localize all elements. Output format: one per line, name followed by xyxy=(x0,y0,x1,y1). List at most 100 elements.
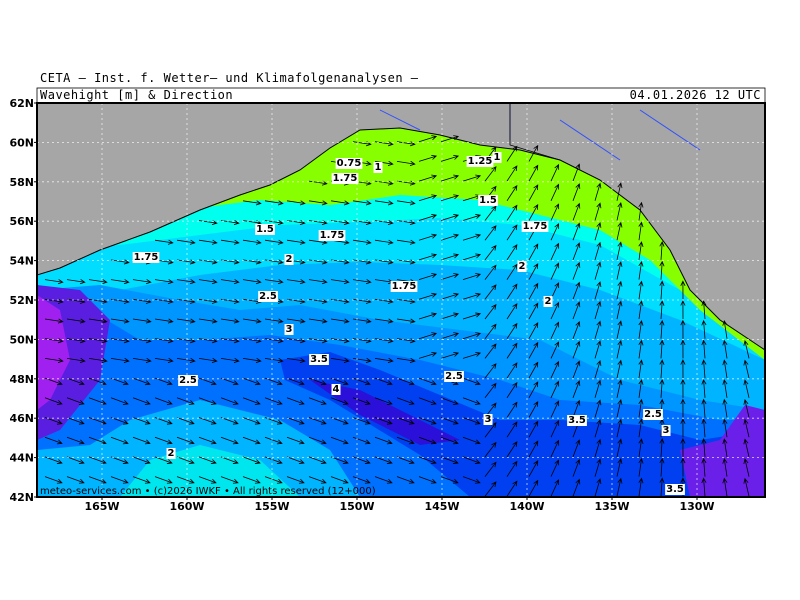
lon-label: 160W xyxy=(169,500,204,513)
arrow xyxy=(308,476,327,484)
contour-label-bg xyxy=(543,296,553,307)
arrow xyxy=(506,441,518,458)
arrow xyxy=(220,318,240,324)
arrow xyxy=(462,292,482,300)
land xyxy=(37,103,765,351)
arrow xyxy=(659,280,665,300)
arrow xyxy=(659,241,665,260)
arrow xyxy=(418,135,438,143)
arrow xyxy=(572,183,581,201)
arrow xyxy=(440,214,460,221)
lat-label: 58N xyxy=(9,176,34,189)
arrow xyxy=(616,379,623,398)
contour-label-bg xyxy=(178,375,198,386)
arrow xyxy=(220,357,240,363)
arrow xyxy=(154,279,174,285)
arrow xyxy=(594,340,602,359)
arrow xyxy=(528,400,539,418)
arrow xyxy=(242,239,262,245)
arrow xyxy=(198,239,218,245)
contour-label: 3 xyxy=(286,324,293,335)
arrow xyxy=(396,417,415,425)
contour-label: 2.5 xyxy=(445,371,463,382)
arrow xyxy=(286,377,305,386)
contour-labels: 0.75 11.25 11.751.51.51.751.751.75 221.752.… xyxy=(132,152,685,495)
arrow xyxy=(462,456,481,464)
arrow xyxy=(550,400,560,418)
contour-label: 2 xyxy=(545,296,552,307)
contour-label: 3 xyxy=(485,414,492,425)
contour-label-bg xyxy=(284,254,294,265)
arrow xyxy=(528,479,539,497)
arrow xyxy=(88,417,107,425)
arrow xyxy=(242,417,261,425)
arrow xyxy=(374,200,394,206)
arrow xyxy=(154,476,173,484)
arrow xyxy=(594,241,602,261)
arrow xyxy=(176,279,196,285)
arrow xyxy=(572,360,581,379)
arrow xyxy=(352,397,371,405)
arrow xyxy=(198,279,218,285)
arrow xyxy=(110,476,129,484)
arrow xyxy=(374,476,393,484)
arrow xyxy=(154,239,174,245)
arrow xyxy=(198,338,218,344)
arrow xyxy=(680,398,686,418)
arrow xyxy=(722,457,728,477)
lat-label: 44N xyxy=(9,452,34,465)
arrow xyxy=(743,359,750,379)
arrow xyxy=(396,436,415,445)
arrow xyxy=(550,223,560,241)
arrow xyxy=(308,279,328,285)
arrow xyxy=(462,233,482,241)
arrow xyxy=(550,360,560,379)
contour-label: 1 xyxy=(375,162,382,173)
arrow xyxy=(440,351,460,359)
arrow xyxy=(330,200,350,206)
arrow xyxy=(638,438,644,457)
arrow xyxy=(110,436,129,445)
contour-label-bg xyxy=(521,221,549,232)
arrow xyxy=(484,284,497,300)
subtitle: Wavehight [m] & Direction xyxy=(40,88,233,102)
arrow xyxy=(550,420,560,438)
lat-label: 42N xyxy=(9,491,34,504)
arrow xyxy=(594,458,602,477)
arrow xyxy=(462,174,482,182)
arrow xyxy=(506,224,518,241)
arrow xyxy=(220,397,239,405)
arrow xyxy=(743,438,750,457)
arrow xyxy=(638,319,644,339)
contour-label: 2 xyxy=(286,254,293,265)
arrow xyxy=(308,200,328,206)
arrow xyxy=(616,477,623,497)
contour-label: 2 xyxy=(168,448,175,459)
arrow xyxy=(88,298,108,304)
arrow xyxy=(484,244,497,261)
arrow xyxy=(616,320,623,339)
map-field: 0.75 11.25 11.751.51.51.751.751.75 221.752.… xyxy=(37,103,765,497)
arrow xyxy=(176,476,195,484)
arrow xyxy=(418,292,438,300)
arrow xyxy=(352,476,371,484)
arrow xyxy=(572,261,581,280)
contour-label-bg xyxy=(567,415,587,426)
arrow xyxy=(220,476,239,484)
arrow xyxy=(264,476,283,484)
contour-label: 1.75 xyxy=(320,230,345,241)
lon-label: 140W xyxy=(509,500,544,513)
arrow xyxy=(418,253,438,261)
arrow xyxy=(286,397,305,405)
arrow xyxy=(418,377,437,386)
arrow xyxy=(484,363,497,379)
arrow xyxy=(638,359,644,379)
arrow xyxy=(638,398,644,418)
arrow xyxy=(88,279,108,285)
arrow xyxy=(550,301,560,320)
arrow xyxy=(66,397,85,405)
contour-label: 0.75 xyxy=(337,158,362,169)
arrow xyxy=(616,182,623,201)
contour-label-bg xyxy=(483,414,493,425)
arrow xyxy=(132,318,152,324)
